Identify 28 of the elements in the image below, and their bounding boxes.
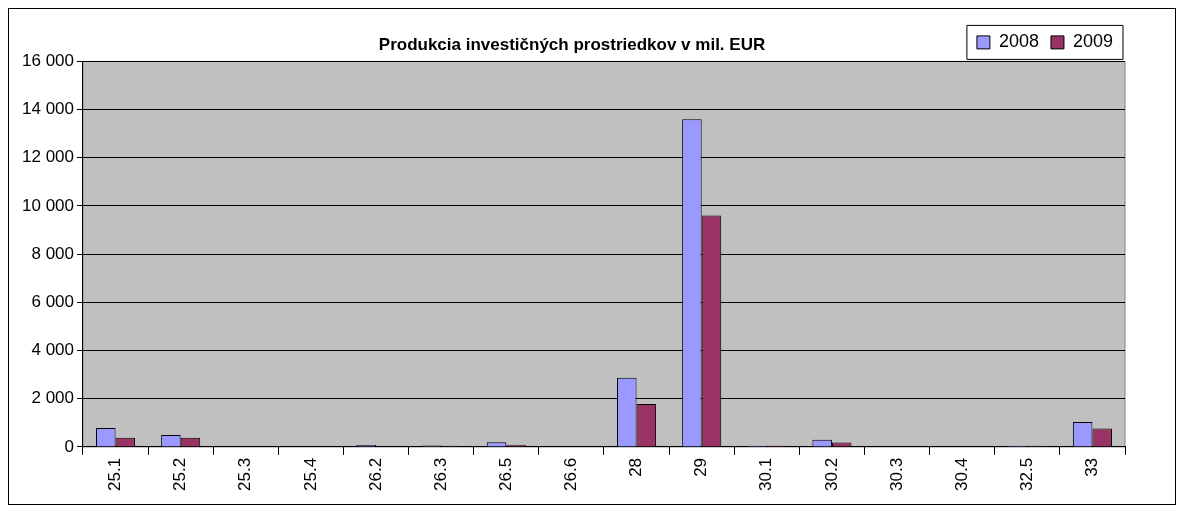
x-tick-label: 25.4 (300, 457, 320, 492)
y-tick-label: 0 (64, 436, 74, 456)
y-tick-label: 10 000 (22, 195, 74, 215)
x-tick-label: 30.4 (951, 457, 971, 492)
x-tick-label: 26.5 (496, 457, 515, 492)
x-tick-label: 30.1 (756, 457, 776, 492)
x-tick-label: 25.3 (235, 457, 255, 492)
y-tick-label: 8 000 (31, 243, 74, 263)
y-tick-label: 6 000 (31, 292, 74, 312)
x-tick-label: 28 (626, 457, 646, 477)
y-tick-label: 12 000 (22, 147, 74, 167)
x-tick-label: 29 (691, 457, 711, 477)
y-tick-label: 16 000 (22, 51, 74, 71)
y-tick-label: 2 000 (31, 388, 74, 408)
x-tick-label: 26.3 (430, 457, 450, 492)
y-tick-label: 14 000 (22, 99, 74, 119)
x-tick-label: 26.6 (561, 457, 581, 492)
x-tick-label: 32.5 (1017, 457, 1036, 492)
x-tick-label: 30.2 (821, 457, 841, 492)
x-tick-label: 25.1 (105, 457, 125, 492)
legend-label: 2009 (1072, 31, 1113, 52)
x-tick-label: 33 (1082, 457, 1102, 477)
legend-label: 2008 (998, 31, 1039, 52)
x-tick-label: 26.2 (365, 457, 385, 492)
y-tick-label: 4 000 (31, 340, 74, 360)
x-tick-label: 30.3 (886, 457, 906, 492)
chart-title: Produkcia investičných prostriedkov v mil. EUR (378, 34, 766, 54)
x-tick-label: 25.2 (170, 457, 190, 492)
